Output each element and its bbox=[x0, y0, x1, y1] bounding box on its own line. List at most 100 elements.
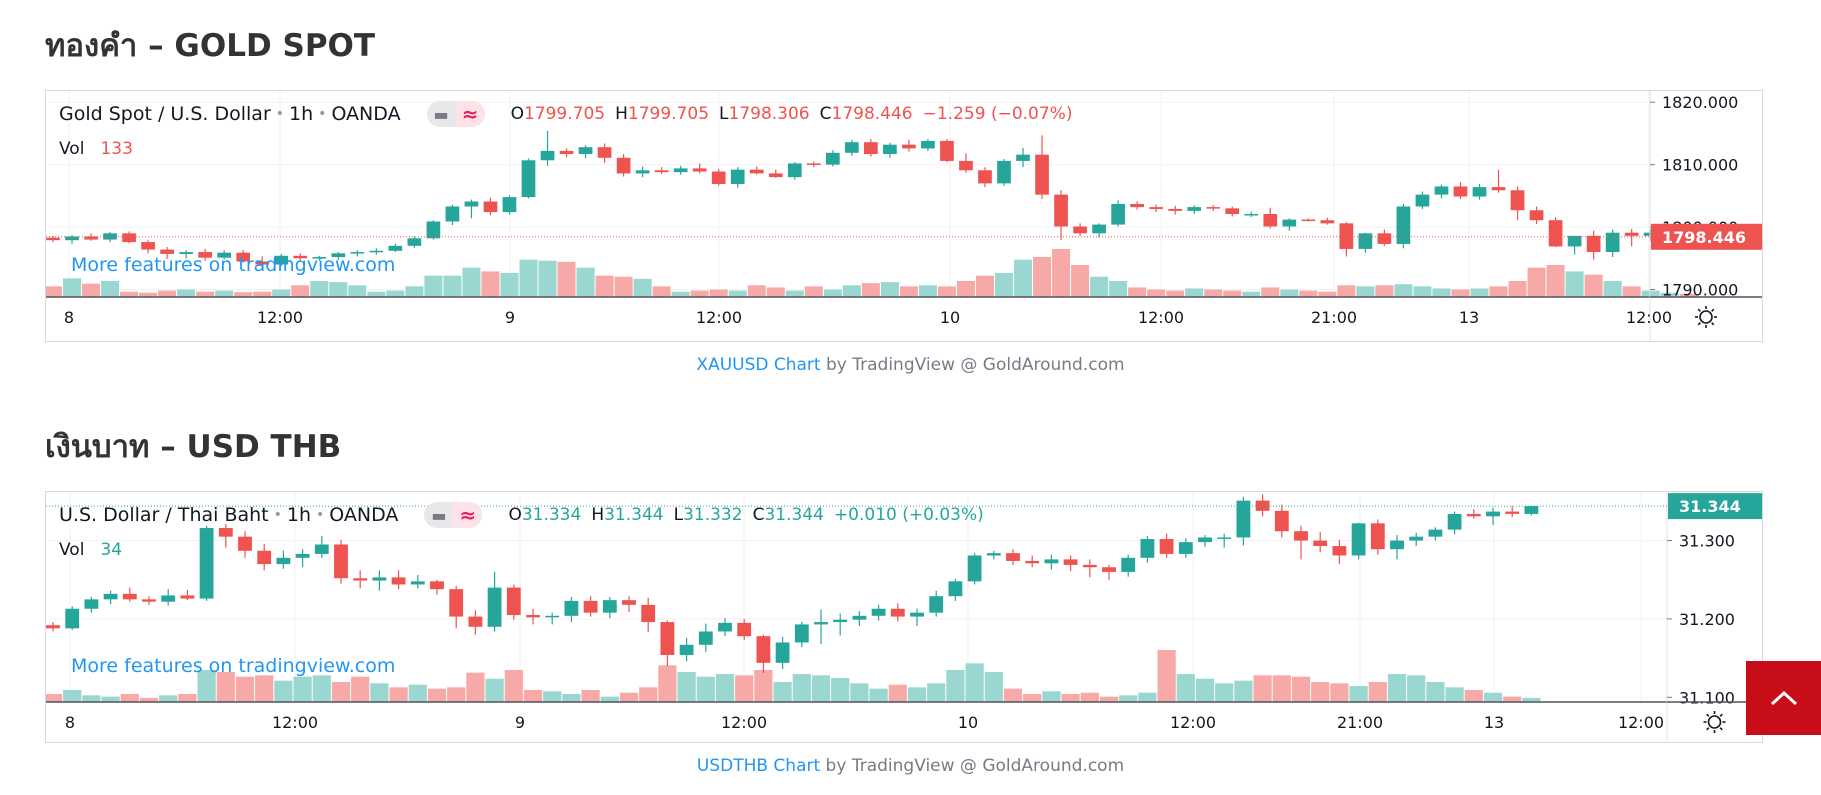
scroll-to-top-button[interactable] bbox=[1746, 661, 1821, 735]
volume-bar bbox=[1603, 281, 1622, 297]
minus-icon[interactable]: ▬ bbox=[431, 505, 447, 525]
volume-bar bbox=[1470, 288, 1489, 297]
candle-body bbox=[1396, 206, 1411, 244]
volume-bar bbox=[1166, 290, 1185, 297]
approx-icon[interactable]: ≈ bbox=[453, 502, 483, 528]
candle-body bbox=[852, 615, 867, 620]
last-price-badge bbox=[1668, 493, 1762, 520]
candle-body bbox=[1178, 542, 1193, 554]
candle-body bbox=[1320, 220, 1335, 224]
candle-body bbox=[1263, 213, 1278, 227]
more-features-link[interactable]: More features on tradingview.com bbox=[71, 655, 396, 677]
candle-body bbox=[864, 142, 878, 155]
volume-bar bbox=[216, 672, 235, 702]
thb-chart-widget[interactable]: 31.300 31.200 31.100 8 12:00 9 12:00 10 12:00 21:… bbox=[45, 491, 1763, 743]
candle-body bbox=[902, 144, 916, 149]
candle-body bbox=[426, 221, 441, 239]
gold-section-title: ทองคำ – GOLD SPOT bbox=[45, 28, 376, 64]
candle-body bbox=[679, 644, 694, 655]
candle-body bbox=[1434, 186, 1449, 195]
candle-body bbox=[833, 619, 848, 623]
volume-bar bbox=[367, 291, 386, 297]
volume-bar bbox=[197, 670, 216, 702]
open-value: O1799.705 bbox=[510, 104, 606, 124]
volume-bar bbox=[538, 260, 557, 297]
gold-chart-widget[interactable]: 1820.0001810.0001800.0001790.000812:0091… bbox=[45, 90, 1763, 342]
volume-bar bbox=[1368, 682, 1387, 702]
close-value: C31.344 bbox=[752, 505, 824, 525]
minus-icon[interactable]: ▬ bbox=[433, 104, 449, 124]
candle-body bbox=[1643, 232, 1658, 236]
thb-chart-svg[interactable]: 31.300 31.200 31.100 8 12:00 9 12:00 10 12:00 21:… bbox=[46, 492, 1762, 742]
volume-bar bbox=[1464, 690, 1483, 702]
candle-body bbox=[1409, 536, 1424, 541]
sun-gear-icon[interactable] bbox=[1695, 306, 1717, 328]
sun-gear-icon[interactable] bbox=[1703, 711, 1726, 733]
volume-bar bbox=[310, 281, 329, 297]
thb-legend: U.S. Dollar / Thai Baht • 1h • OANDA ▬ ≈… bbox=[59, 502, 984, 528]
volume-bar bbox=[1445, 687, 1464, 702]
candle-body bbox=[353, 578, 368, 581]
volume-bar bbox=[918, 285, 937, 297]
candle-body bbox=[597, 147, 612, 158]
volume-bar bbox=[1138, 692, 1157, 702]
volume-bar bbox=[1023, 694, 1042, 702]
volume-bar bbox=[274, 680, 293, 702]
volume-bar bbox=[427, 688, 447, 702]
candle-body bbox=[331, 253, 346, 258]
volume-bar bbox=[1527, 267, 1546, 297]
indicator-toggle[interactable]: ▬ ≈ bbox=[426, 101, 485, 127]
candle-body bbox=[787, 163, 802, 178]
usdthb-chart-link[interactable]: USDTHB Chart bbox=[696, 756, 821, 776]
candle-body bbox=[1567, 235, 1582, 247]
volume-bar bbox=[543, 691, 562, 702]
candle-body bbox=[1073, 226, 1087, 234]
volume-bar bbox=[462, 267, 481, 297]
volume-bar bbox=[196, 291, 215, 297]
caption-text: by TradingView @ GoldAround.com bbox=[820, 756, 1125, 776]
candle-body bbox=[65, 608, 80, 629]
volume-value: 133 bbox=[100, 139, 133, 159]
candle-body bbox=[198, 252, 213, 258]
volume-bar bbox=[177, 289, 196, 297]
candle-body bbox=[430, 581, 444, 590]
volume-bar bbox=[766, 287, 785, 297]
approx-icon[interactable]: ≈ bbox=[455, 101, 485, 127]
candle-body bbox=[217, 252, 232, 258]
volume-bar bbox=[1330, 683, 1349, 702]
volume-bar bbox=[747, 285, 766, 297]
volume-bar bbox=[1508, 281, 1527, 297]
volume-bar bbox=[63, 278, 82, 297]
y-tick-label: 1820.000 bbox=[1662, 93, 1738, 112]
candle-body bbox=[410, 581, 425, 585]
candle-body bbox=[1505, 511, 1520, 514]
volume-bar bbox=[485, 678, 504, 702]
indicator-toggle[interactable]: ▬ ≈ bbox=[424, 502, 483, 528]
y-tick-label: 1790.000 bbox=[1662, 281, 1738, 300]
candle-body bbox=[806, 163, 821, 165]
volume-bar bbox=[1426, 682, 1445, 702]
candle-body bbox=[1063, 559, 1078, 565]
volume-bar bbox=[1660, 292, 1679, 297]
candle-body bbox=[871, 608, 886, 616]
volume-bar bbox=[888, 684, 907, 702]
candle-body bbox=[1121, 557, 1136, 572]
candle-body bbox=[654, 170, 669, 173]
volume-bar bbox=[424, 275, 443, 297]
candle-body bbox=[986, 553, 1001, 556]
xauusd-chart-link[interactable]: XAUUSD Chart bbox=[696, 355, 821, 375]
candle-body bbox=[1486, 511, 1500, 517]
more-features-link[interactable]: More features on tradingview.com bbox=[71, 254, 396, 276]
gold-chart-svg[interactable]: 1820.0001810.0001800.0001790.000812:0091… bbox=[46, 91, 1762, 341]
volume-bar bbox=[46, 694, 63, 702]
candle-body bbox=[84, 236, 98, 240]
low-value: L1798.306 bbox=[719, 104, 810, 124]
candle-body bbox=[238, 536, 252, 551]
volume-bar bbox=[46, 286, 63, 297]
open-value: O31.334 bbox=[508, 505, 582, 525]
separator-dot: • bbox=[275, 106, 285, 122]
candle-body bbox=[756, 636, 771, 663]
candle-body bbox=[1313, 540, 1328, 547]
volume-bar bbox=[466, 672, 485, 702]
volume-bar bbox=[1503, 696, 1522, 702]
